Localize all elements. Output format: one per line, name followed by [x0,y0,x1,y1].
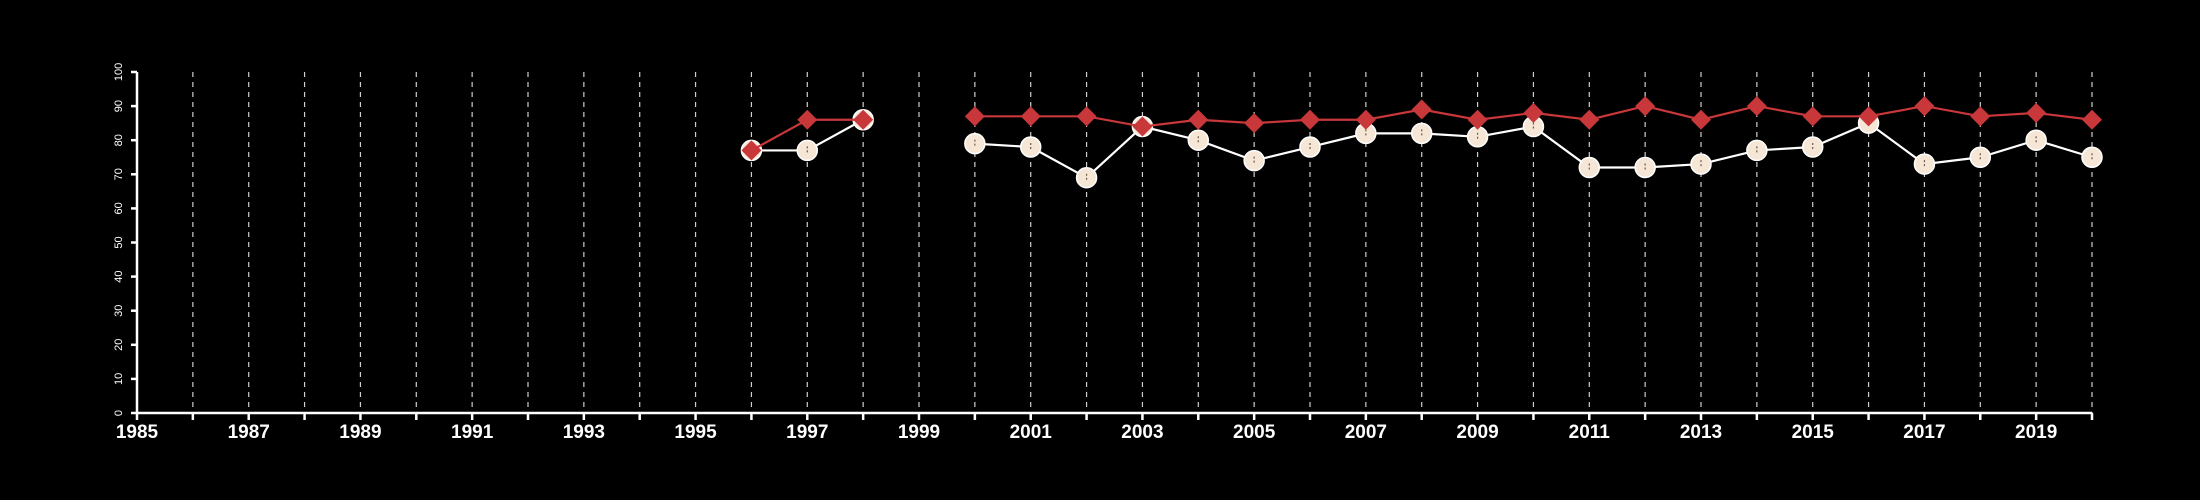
y-tick-label: 80 [113,134,125,146]
axes: 1985 1987 1989 1991 1993 1995 1997 1999 2001 2003… [113,63,2094,443]
x-tick-label: 2019 [2015,422,2057,443]
x-tick-label: 1993 [563,422,605,443]
gridlines [192,72,2093,413]
x-tick-label: 2003 [1121,422,1163,443]
x-tick-label: 1991 [451,422,494,443]
series-2-point [1802,106,1823,127]
y-tick-label: 40 [113,270,125,282]
series-2-point [1746,96,1767,117]
series-2-point [1355,109,1376,130]
x-tick-label: 2001 [1010,422,1053,443]
y-tick-label: 100 [113,63,125,81]
x-tick-label: 1999 [898,422,940,443]
y-tick-label: 60 [113,202,125,214]
series-2-point [853,109,874,130]
series-2-point [1020,106,1041,127]
series-2-point [1300,109,1320,130]
series-2-point [1411,99,1432,120]
y-tick-label: 20 [113,339,125,351]
x-tick-label: 1989 [339,422,381,443]
x-tick-label: 2009 [1456,422,1498,443]
y-tick-label: 30 [113,305,125,317]
series-2-point [1858,106,1879,127]
series-2-point [1076,106,1097,127]
y-tick-label: 0 [113,410,125,416]
series-2-point [2026,102,2047,123]
series-2-point [1970,106,1991,127]
x-tick-label: 2007 [1345,422,1387,443]
x-tick-label: 1997 [786,422,828,443]
series-2-point [1132,116,1153,137]
series-2-point [964,106,985,127]
series-group [740,96,2103,189]
x-tick-label: 2013 [1680,422,1722,443]
x-tick-label: 2011 [1569,422,1611,443]
series-2-point [1914,96,1935,117]
x-tick-label: 2005 [1233,422,1276,443]
series-2-point [2082,109,2102,130]
series-2-point [1635,96,1656,117]
x-tick-label: 2015 [1792,422,1835,443]
x-tick-label: 1987 [228,422,270,443]
series-2-point [1523,102,1544,123]
series-2-point [797,109,818,130]
series-2-point [1579,109,1600,130]
series-2-point [1691,109,1711,130]
series-2-point [1188,109,1209,130]
y-tick-label: 10 [113,373,125,385]
x-tick-label: 2017 [1903,422,1945,443]
y-tick-label: 70 [113,168,125,180]
series-2-point [741,140,762,161]
x-tick-label: 1995 [674,422,717,443]
series-2-point [1244,113,1265,134]
series-2-diamond [741,96,2102,161]
series-2-point [1467,109,1488,130]
y-tick-label: 50 [113,236,125,248]
y-tick-label: 90 [113,100,125,112]
x-tick-label: 1985 [116,422,159,443]
